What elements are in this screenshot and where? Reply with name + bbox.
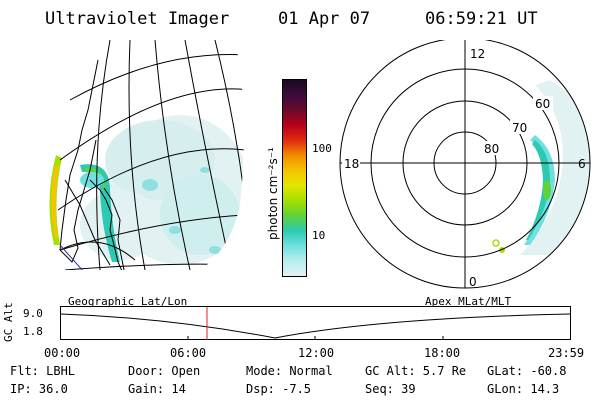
- altitude-tick-high: 9.0: [23, 307, 43, 320]
- time-tick-1800: 18:00: [424, 346, 461, 360]
- ip-info: IP: 36.0: [10, 382, 68, 396]
- mlt-label-12: 12: [470, 47, 485, 61]
- mlt-label-6: 6: [578, 157, 586, 171]
- image-date: 01 Apr 07: [278, 9, 371, 29]
- mlat-label-80: 80: [484, 142, 499, 156]
- filter-info: Flt: LBHL: [10, 364, 76, 378]
- altitude-plot-frame: [60, 306, 571, 340]
- coastlines: [59, 59, 127, 270]
- terminator-line: [59, 244, 101, 270]
- colorbar-tick-10: 10: [312, 229, 326, 242]
- mlat-label-60: 60: [535, 97, 550, 111]
- time-tick-0000: 00:00: [44, 346, 81, 360]
- glon-info: GLon: 14.3: [487, 382, 560, 396]
- mlt-label-18: 18: [344, 157, 359, 171]
- colorbar: [282, 79, 307, 277]
- gc-alt-info: GC Alt: 5.7 Re: [365, 364, 467, 378]
- seq-info: Seq: 39: [365, 382, 416, 396]
- mlat-label-70: 70: [512, 121, 527, 135]
- image-time: 06:59:21 UT: [425, 9, 538, 29]
- mlt-label-0: 0: [469, 275, 477, 289]
- geographic-map: [49, 40, 244, 270]
- altitude-tick-low: 1.8: [23, 325, 43, 338]
- aurora-arc-left: [49, 155, 120, 262]
- polar-plot: 12 18 6 0 60 70 80: [339, 40, 591, 289]
- door-info: Door: Open: [128, 364, 201, 378]
- colorbar-label: photon cm⁻²s⁻¹: [266, 147, 280, 240]
- gain-info: Gain: 14: [128, 382, 186, 396]
- dsp-info: Dsp: -7.5: [246, 382, 312, 396]
- colorbar-tick-100: 100: [312, 142, 332, 155]
- right-panel-label: Apex MLat/MLT: [425, 295, 512, 308]
- left-panel-label: Geographic Lat/Lon: [68, 295, 188, 308]
- time-tick-0600: 06:00: [170, 346, 207, 360]
- time-tick-1200: 12:00: [298, 346, 335, 360]
- mode-info: Mode: Normal: [246, 364, 333, 378]
- altitude-axis-label: GC Alt: [2, 302, 15, 342]
- altitude-plot: [60, 306, 571, 340]
- instrument-title: Ultraviolet Imager: [45, 9, 230, 29]
- altitude-curve: [60, 313, 571, 339]
- glat-info: GLat: -60.8: [487, 364, 567, 378]
- time-tick-2359: 23:59: [548, 346, 585, 360]
